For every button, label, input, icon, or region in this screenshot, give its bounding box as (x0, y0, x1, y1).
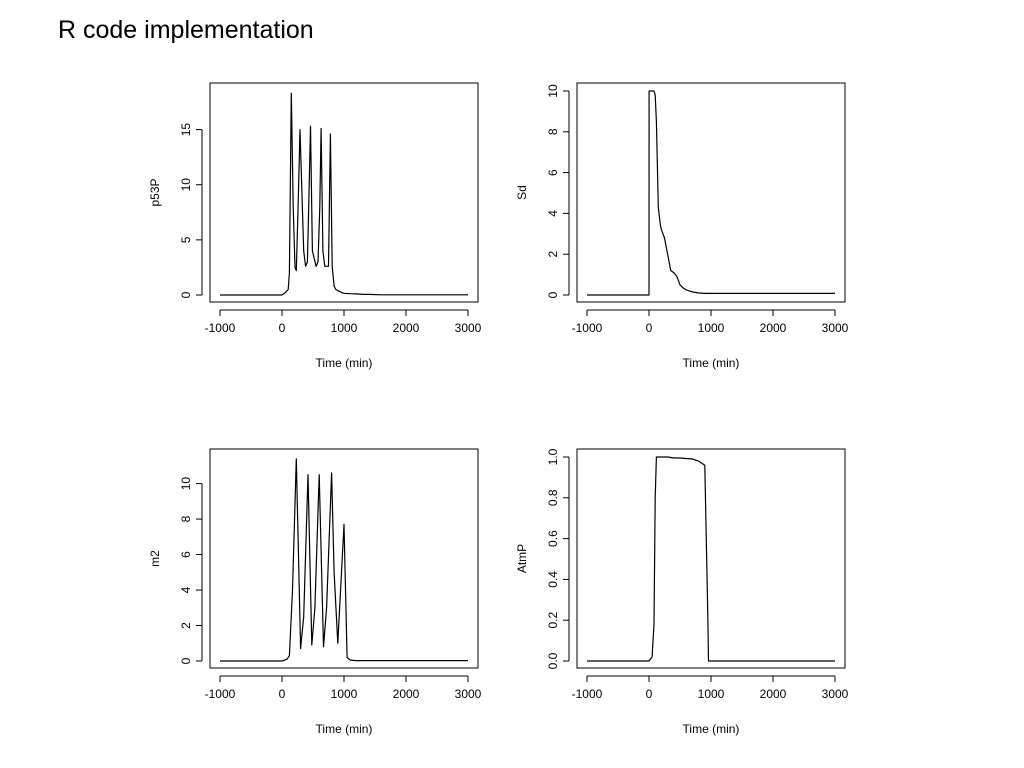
chart-panel-sd: -1000 0 1000 2000 3000 0 2 4 6 8 10 Time (min) Sd (515, 82, 849, 370)
y-tick-label: 8 (546, 128, 560, 135)
x-tick-label: 1000 (331, 687, 358, 701)
plot-frame (576, 82, 846, 303)
chart-panel-atmp: -1000 0 1000 2000 3000 0.0 0.2 0.4 0.6 0.8 1.0 Time… (515, 448, 849, 736)
y-tick-label: 6 (546, 169, 560, 176)
x-tick-label: -1000 (572, 687, 603, 701)
x-tick-label: 0 (646, 321, 653, 335)
y-tick-label: 0 (179, 291, 193, 298)
y-tick-label: 10 (179, 178, 193, 192)
plot-frame (209, 82, 479, 303)
x-tick-label: 2000 (760, 687, 787, 701)
plot-frame (576, 448, 846, 669)
x-axis-title: Time (min) (683, 356, 740, 370)
x-tick-label: 3000 (822, 687, 849, 701)
y-tick-label: 2 (546, 251, 560, 258)
y-tick-label: 10 (546, 84, 560, 98)
y-tick-label: 0.6 (546, 530, 560, 547)
y-tick-label: 0 (546, 291, 560, 298)
x-tick-label: 1000 (698, 687, 725, 701)
x-tick-label: 2000 (393, 321, 420, 335)
y-tick-label: 0.2 (546, 612, 560, 629)
y-tick-label: 4 (179, 586, 193, 593)
x-tick-label: -1000 (205, 321, 236, 335)
x-tick-label: 1000 (331, 321, 358, 335)
y-tick-label: 2 (179, 622, 193, 629)
y-tick-label: 0.8 (546, 489, 560, 506)
series-line-m2 (220, 458, 468, 662)
y-tick-label: 0.0 (546, 652, 560, 669)
x-tick-label: 0 (279, 687, 286, 701)
series-line-p53p (220, 92, 468, 296)
y-axis-title: m2 (148, 550, 162, 567)
series-line-atmp (587, 456, 835, 662)
x-tick-label: 2000 (760, 321, 787, 335)
y-axis-title: Sd (515, 185, 529, 200)
y-tick-label: 10 (179, 477, 193, 491)
y-tick-label: 4 (546, 210, 560, 217)
y-axis-title: AtmP (515, 544, 529, 573)
x-tick-label: -1000 (572, 321, 603, 335)
x-tick-label: 3000 (822, 321, 849, 335)
x-tick-label: 3000 (455, 687, 482, 701)
y-tick-label: 1.0 (546, 448, 560, 465)
x-axis-title: Time (min) (316, 722, 373, 736)
x-tick-label: 3000 (455, 321, 482, 335)
chart-panel-p53p: -1000 0 1000 2000 3000 0 5 10 15 Time (min) p53P (148, 82, 482, 370)
x-tick-label: 2000 (393, 687, 420, 701)
x-tick-label: 1000 (698, 321, 725, 335)
y-axis-title: p53P (148, 178, 162, 206)
plot-frame (209, 448, 479, 669)
y-tick-label: 0 (179, 657, 193, 664)
y-tick-label: 15 (179, 123, 193, 137)
y-tick-label: 0.4 (546, 571, 560, 588)
chart-panel-m2: -1000 0 1000 2000 3000 0 2 4 6 8 10 Time (min) m2 (148, 448, 482, 736)
slide-title: R code implementation (58, 16, 314, 44)
y-tick-label: 8 (179, 515, 193, 522)
x-axis-title: Time (min) (316, 356, 373, 370)
x-axis-title: Time (min) (683, 722, 740, 736)
x-tick-label: 0 (646, 687, 653, 701)
y-tick-label: 5 (179, 236, 193, 243)
y-tick-label: 6 (179, 551, 193, 558)
x-tick-label: 0 (279, 321, 286, 335)
x-tick-label: -1000 (205, 687, 236, 701)
series-line-sd (587, 90, 835, 296)
